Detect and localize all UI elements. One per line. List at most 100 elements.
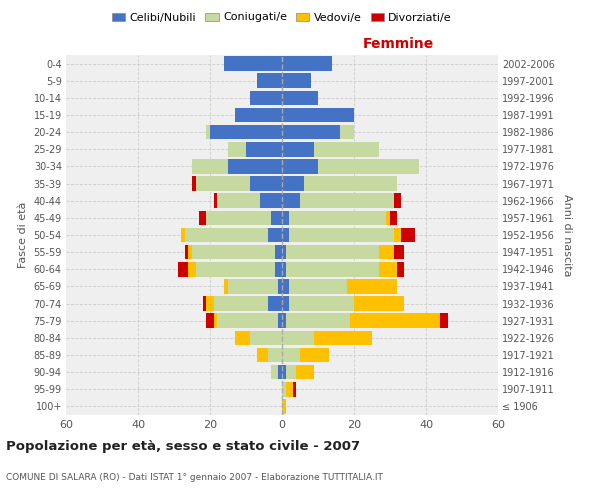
Bar — [268, 348, 282, 362]
Bar — [188, 262, 196, 276]
Text: Femmine: Femmine — [363, 38, 434, 52]
Bar — [300, 194, 394, 208]
Bar — [228, 142, 246, 156]
Bar — [282, 176, 304, 191]
Bar — [386, 210, 390, 225]
Bar — [246, 142, 282, 156]
Bar — [268, 228, 282, 242]
Bar — [250, 90, 282, 105]
Bar — [282, 314, 286, 328]
Bar — [196, 176, 250, 191]
Bar — [181, 228, 185, 242]
Bar — [296, 365, 314, 380]
Legend: Celibi/Nubili, Coniugati/e, Vedovi/e, Divorziati/e: Celibi/Nubili, Coniugati/e, Vedovi/e, Di… — [107, 8, 457, 27]
Bar — [214, 296, 268, 311]
Bar — [235, 108, 282, 122]
Bar — [282, 279, 289, 293]
Bar — [286, 245, 379, 260]
Bar — [289, 296, 354, 311]
Bar — [394, 245, 404, 260]
Bar — [278, 365, 282, 380]
Bar — [282, 382, 286, 396]
Y-axis label: Fasce di età: Fasce di età — [18, 202, 28, 268]
Bar — [206, 296, 214, 311]
Bar — [271, 365, 278, 380]
Bar — [340, 125, 354, 140]
Bar — [282, 159, 318, 174]
Bar — [192, 245, 275, 260]
Text: COMUNE DI SALARA (RO) - Dati ISTAT 1° gennaio 2007 - Elaborazione TUTTITALIA.IT: COMUNE DI SALARA (RO) - Dati ISTAT 1° ge… — [6, 473, 383, 482]
Bar — [397, 262, 404, 276]
Bar — [390, 210, 397, 225]
Bar — [282, 399, 286, 413]
Bar — [289, 279, 347, 293]
Bar — [185, 228, 268, 242]
Bar — [282, 365, 286, 380]
Bar — [257, 74, 282, 88]
Bar — [224, 279, 228, 293]
Bar — [235, 330, 250, 345]
Bar — [379, 262, 397, 276]
Bar — [289, 210, 386, 225]
Bar — [178, 262, 188, 276]
Bar — [275, 262, 282, 276]
Bar — [250, 330, 282, 345]
Bar — [282, 125, 340, 140]
Bar — [379, 245, 394, 260]
Bar — [286, 365, 296, 380]
Bar — [394, 194, 401, 208]
Bar — [228, 159, 282, 174]
Bar — [282, 56, 332, 71]
Bar — [440, 314, 448, 328]
Bar — [286, 262, 379, 276]
Bar — [257, 348, 268, 362]
Bar — [260, 194, 282, 208]
Bar — [185, 245, 188, 260]
Bar — [192, 159, 228, 174]
Bar — [214, 194, 217, 208]
Bar — [318, 159, 419, 174]
Bar — [250, 176, 282, 191]
Bar — [278, 279, 282, 293]
Bar — [282, 296, 289, 311]
Bar — [282, 108, 354, 122]
Bar — [196, 262, 275, 276]
Bar — [282, 90, 318, 105]
Bar — [286, 382, 293, 396]
Bar — [293, 382, 296, 396]
Bar — [188, 245, 192, 260]
Bar — [206, 210, 271, 225]
Bar — [282, 348, 300, 362]
Bar — [217, 194, 260, 208]
Bar — [401, 228, 415, 242]
Bar — [289, 228, 394, 242]
Bar — [271, 210, 282, 225]
Bar — [224, 56, 282, 71]
Bar — [214, 314, 217, 328]
Y-axis label: Anni di nascita: Anni di nascita — [562, 194, 572, 276]
Bar — [206, 314, 214, 328]
Bar — [282, 210, 289, 225]
Bar — [282, 262, 286, 276]
Bar — [350, 314, 440, 328]
Bar — [203, 296, 206, 311]
Bar — [314, 142, 379, 156]
Bar — [206, 125, 210, 140]
Bar — [192, 176, 196, 191]
Bar — [314, 330, 372, 345]
Bar — [282, 74, 311, 88]
Bar — [275, 245, 282, 260]
Bar — [282, 330, 314, 345]
Bar — [286, 314, 350, 328]
Text: Popolazione per età, sesso e stato civile - 2007: Popolazione per età, sesso e stato civil… — [6, 440, 360, 453]
Bar — [347, 279, 397, 293]
Bar — [304, 176, 397, 191]
Bar — [228, 279, 278, 293]
Bar — [394, 228, 401, 242]
Bar — [210, 125, 282, 140]
Bar — [282, 228, 289, 242]
Bar — [282, 245, 286, 260]
Bar — [199, 210, 206, 225]
Bar — [354, 296, 404, 311]
Bar — [278, 314, 282, 328]
